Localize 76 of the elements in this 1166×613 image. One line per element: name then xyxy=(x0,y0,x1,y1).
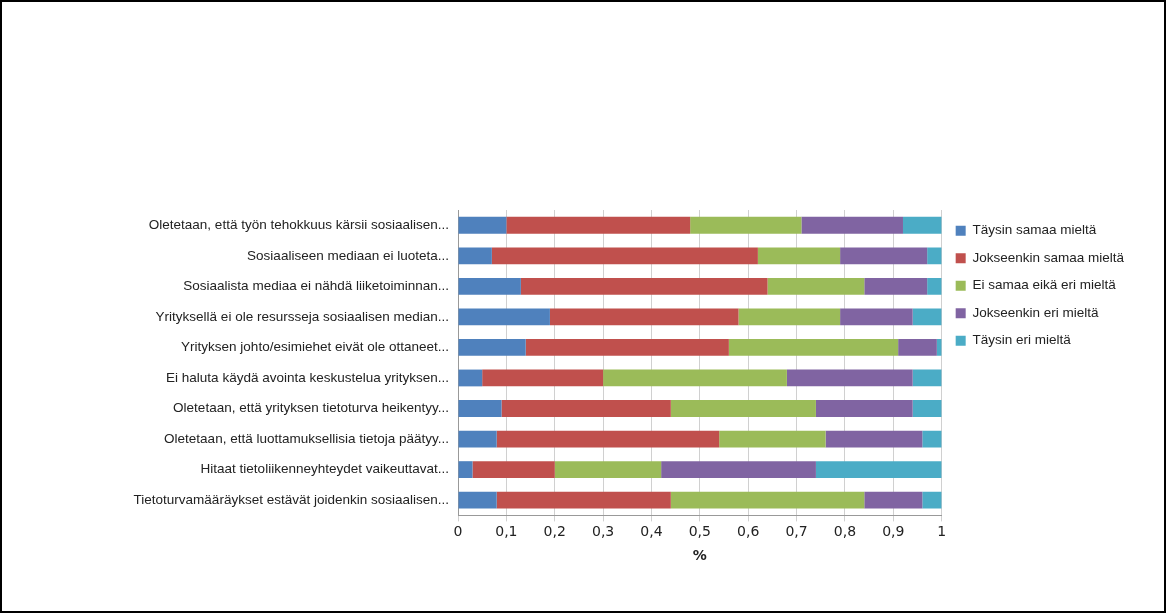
y-tick-label: Yrityksen johto/esimiehet eivät ole ottaneet... xyxy=(181,339,449,355)
bar xyxy=(801,216,903,234)
bar xyxy=(825,430,923,448)
legend-label: Jokseenkin eri mieltä xyxy=(972,304,1099,320)
bar xyxy=(719,430,826,448)
bar xyxy=(491,247,758,265)
bar xyxy=(496,430,720,448)
bar xyxy=(496,491,671,509)
y-tick-label: Hitaat tietoliikenneyhteydet vaikeuttavat... xyxy=(200,461,449,477)
x-axis-title: % xyxy=(692,547,707,564)
bar xyxy=(898,339,937,356)
bar xyxy=(864,277,928,295)
bar xyxy=(458,216,507,234)
bar xyxy=(458,308,550,326)
x-tick-label: 0,4 xyxy=(640,523,663,540)
bar xyxy=(501,400,671,417)
x-tick-label: 0,6 xyxy=(737,523,760,540)
bar xyxy=(840,247,928,265)
bar xyxy=(767,277,865,295)
bar xyxy=(520,277,768,295)
legend-label: Täysin eri mieltä xyxy=(972,332,1072,348)
bar xyxy=(927,247,942,265)
bar xyxy=(506,216,691,234)
y-tick-label: Oletetaan, että yrityksen tietoturva heikentyy... xyxy=(173,400,449,416)
bar xyxy=(661,461,816,478)
bar xyxy=(912,308,942,326)
bar xyxy=(458,339,526,356)
bar xyxy=(670,491,865,509)
x-tick-label: 0,2 xyxy=(543,523,566,540)
bar xyxy=(922,430,942,448)
x-tick-label: 0,3 xyxy=(591,523,615,540)
bar xyxy=(690,216,802,234)
legend-label: Jokseenkin samaa mieltä xyxy=(972,249,1125,265)
bar xyxy=(458,369,483,387)
bar xyxy=(549,308,739,326)
x-tick-label: 0,9 xyxy=(882,523,905,540)
bar xyxy=(670,400,816,417)
bar xyxy=(922,491,942,509)
y-tick-label: Oletetaan, että luottamuksellisia tietoja päätyy... xyxy=(164,430,449,446)
bar xyxy=(603,369,787,387)
bar xyxy=(458,430,497,448)
bar xyxy=(927,277,942,295)
x-tick-label: 0,8 xyxy=(833,523,857,540)
bar xyxy=(815,461,942,478)
legend-label: Ei samaa eikä eri mieltä xyxy=(972,277,1117,293)
y-tick-label: Ei haluta käydä avointa keskustelua yrityksen... xyxy=(166,369,449,385)
bar xyxy=(738,308,841,326)
y-tick-label: Oletetaan, että työn tehokkuus kärsii sosiaalisen... xyxy=(148,216,449,232)
bar xyxy=(458,277,521,295)
x-tick-label: 0,7 xyxy=(785,523,808,540)
bar xyxy=(458,491,497,509)
bar xyxy=(912,369,942,387)
y-tick-label: Yrityksellä ei ole resursseja sosiaalisen median... xyxy=(155,308,449,324)
bar xyxy=(458,247,492,265)
bar xyxy=(728,339,899,356)
bar xyxy=(472,461,555,478)
bar xyxy=(815,400,913,417)
x-tick-label: 0 xyxy=(453,523,463,540)
bar xyxy=(757,247,841,265)
y-tick-label: Sosiaalista mediaa ei nähdä liiketoiminnan... xyxy=(183,278,449,294)
bar xyxy=(525,339,729,356)
x-tick-label: 0,1 xyxy=(495,523,518,540)
bar xyxy=(458,400,502,417)
bar xyxy=(864,491,923,509)
x-tick-label: 1 xyxy=(937,523,947,540)
y-tick-label: Sosiaaliseen mediaan ei luoteta... xyxy=(247,247,449,263)
bar xyxy=(912,400,942,417)
legend-label: Täysin samaa mieltä xyxy=(972,222,1097,238)
y-tick-label: Tietoturvamääräykset estävät joidenkin sosiaalisen... xyxy=(133,491,449,507)
bar xyxy=(786,369,913,387)
bar xyxy=(554,461,662,478)
bar xyxy=(902,216,942,234)
bar xyxy=(458,461,473,478)
bar xyxy=(840,308,913,326)
bar xyxy=(482,369,604,387)
x-tick-label: 0,5 xyxy=(688,523,711,540)
